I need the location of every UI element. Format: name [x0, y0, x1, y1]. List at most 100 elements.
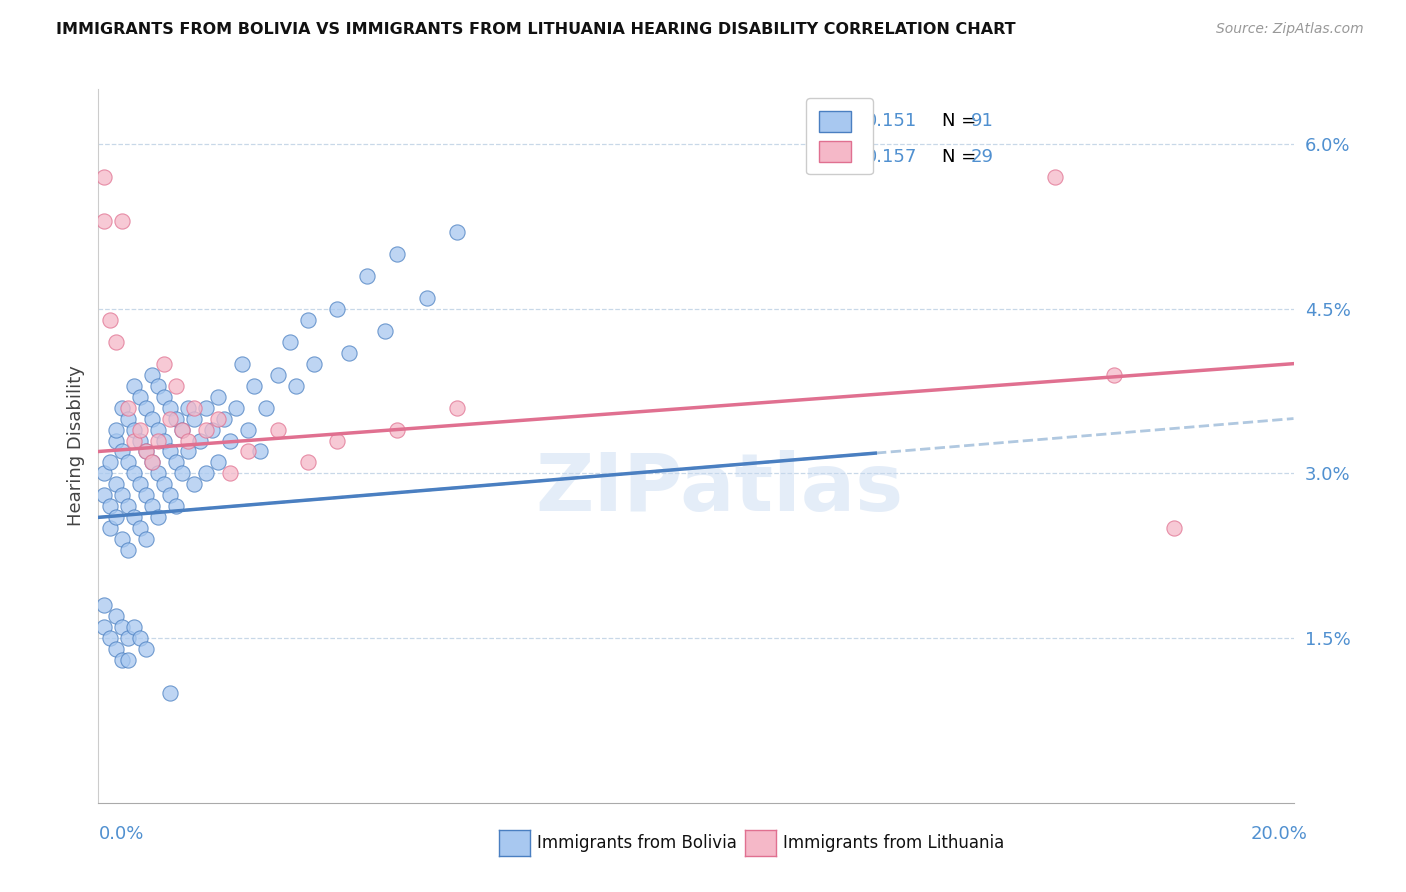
- Point: [93, 169, 115, 184]
- Point: [302, 357, 325, 371]
- Text: 0.151: 0.151: [866, 112, 917, 130]
- Point: [356, 268, 378, 283]
- Point: [159, 411, 181, 425]
- Point: [98, 500, 122, 514]
- Point: [135, 444, 157, 458]
- Point: [117, 653, 139, 667]
- Point: [326, 434, 349, 448]
- Y-axis label: Hearing Disability: Hearing Disability: [66, 366, 84, 526]
- Point: [98, 455, 122, 469]
- Point: [207, 390, 229, 404]
- Point: [129, 477, 152, 491]
- Point: [159, 686, 181, 700]
- Point: [374, 324, 396, 338]
- Legend: , : ,: [806, 98, 873, 174]
- Point: [297, 312, 319, 326]
- Point: [165, 500, 187, 514]
- Point: [105, 510, 128, 524]
- Point: [93, 467, 115, 481]
- Point: [124, 620, 146, 634]
- Point: [1163, 521, 1185, 535]
- Point: [219, 434, 242, 448]
- Point: [249, 444, 271, 458]
- Point: [111, 214, 134, 228]
- Point: [212, 411, 235, 425]
- Point: [172, 423, 194, 437]
- Point: [129, 423, 152, 437]
- Point: [117, 455, 139, 469]
- Point: [207, 455, 229, 469]
- Text: 20.0%: 20.0%: [1251, 825, 1308, 843]
- Point: [105, 609, 128, 624]
- Point: [135, 444, 157, 458]
- Point: [326, 301, 349, 316]
- Point: [98, 631, 122, 645]
- Text: IMMIGRANTS FROM BOLIVIA VS IMMIGRANTS FROM LITHUANIA HEARING DISABILITY CORRELAT: IMMIGRANTS FROM BOLIVIA VS IMMIGRANTS FR…: [56, 22, 1017, 37]
- Point: [117, 411, 139, 425]
- Point: [111, 653, 134, 667]
- Point: [278, 334, 301, 349]
- Point: [267, 368, 290, 382]
- Point: [93, 488, 115, 502]
- Point: [105, 334, 128, 349]
- Point: [141, 411, 163, 425]
- Point: [124, 378, 146, 392]
- Point: [93, 214, 115, 228]
- Point: [105, 434, 128, 448]
- Point: [153, 357, 176, 371]
- Point: [172, 467, 194, 481]
- Point: [446, 225, 468, 239]
- Point: [219, 467, 242, 481]
- Point: [153, 390, 176, 404]
- Point: [117, 543, 139, 558]
- Point: [93, 598, 115, 612]
- Text: Immigrants from Bolivia: Immigrants from Bolivia: [537, 834, 737, 852]
- Point: [177, 401, 200, 415]
- Point: [225, 401, 247, 415]
- Point: [129, 521, 152, 535]
- Point: [159, 488, 181, 502]
- Point: [141, 455, 163, 469]
- Point: [148, 378, 170, 392]
- Point: [165, 411, 187, 425]
- Text: N =: N =: [942, 112, 983, 130]
- Text: N =: N =: [942, 148, 983, 166]
- Text: 0.0%: 0.0%: [98, 825, 143, 843]
- Point: [111, 620, 134, 634]
- Text: ZIPatlas: ZIPatlas: [536, 450, 904, 528]
- Point: [111, 488, 134, 502]
- Point: [172, 423, 194, 437]
- Point: [98, 521, 122, 535]
- Point: [159, 444, 181, 458]
- Point: [1104, 368, 1126, 382]
- Text: 0.157: 0.157: [866, 148, 917, 166]
- Point: [195, 423, 218, 437]
- Point: [117, 631, 139, 645]
- Point: [177, 444, 200, 458]
- Point: [111, 401, 134, 415]
- Point: [124, 423, 146, 437]
- Point: [339, 345, 361, 359]
- Point: [141, 368, 163, 382]
- Point: [284, 378, 307, 392]
- Point: [124, 510, 146, 524]
- Point: [135, 642, 157, 657]
- Point: [111, 533, 134, 547]
- Point: [93, 620, 115, 634]
- Text: 91: 91: [972, 112, 994, 130]
- Point: [124, 467, 146, 481]
- Point: [231, 357, 253, 371]
- Point: [243, 378, 266, 392]
- Point: [207, 411, 229, 425]
- Point: [148, 467, 170, 481]
- Point: [416, 291, 439, 305]
- Point: [129, 390, 152, 404]
- Point: [148, 434, 170, 448]
- Text: 29: 29: [972, 148, 994, 166]
- Point: [105, 423, 128, 437]
- Point: [98, 312, 122, 326]
- Point: [446, 401, 468, 415]
- Point: [177, 434, 200, 448]
- Point: [385, 423, 409, 437]
- Point: [188, 434, 211, 448]
